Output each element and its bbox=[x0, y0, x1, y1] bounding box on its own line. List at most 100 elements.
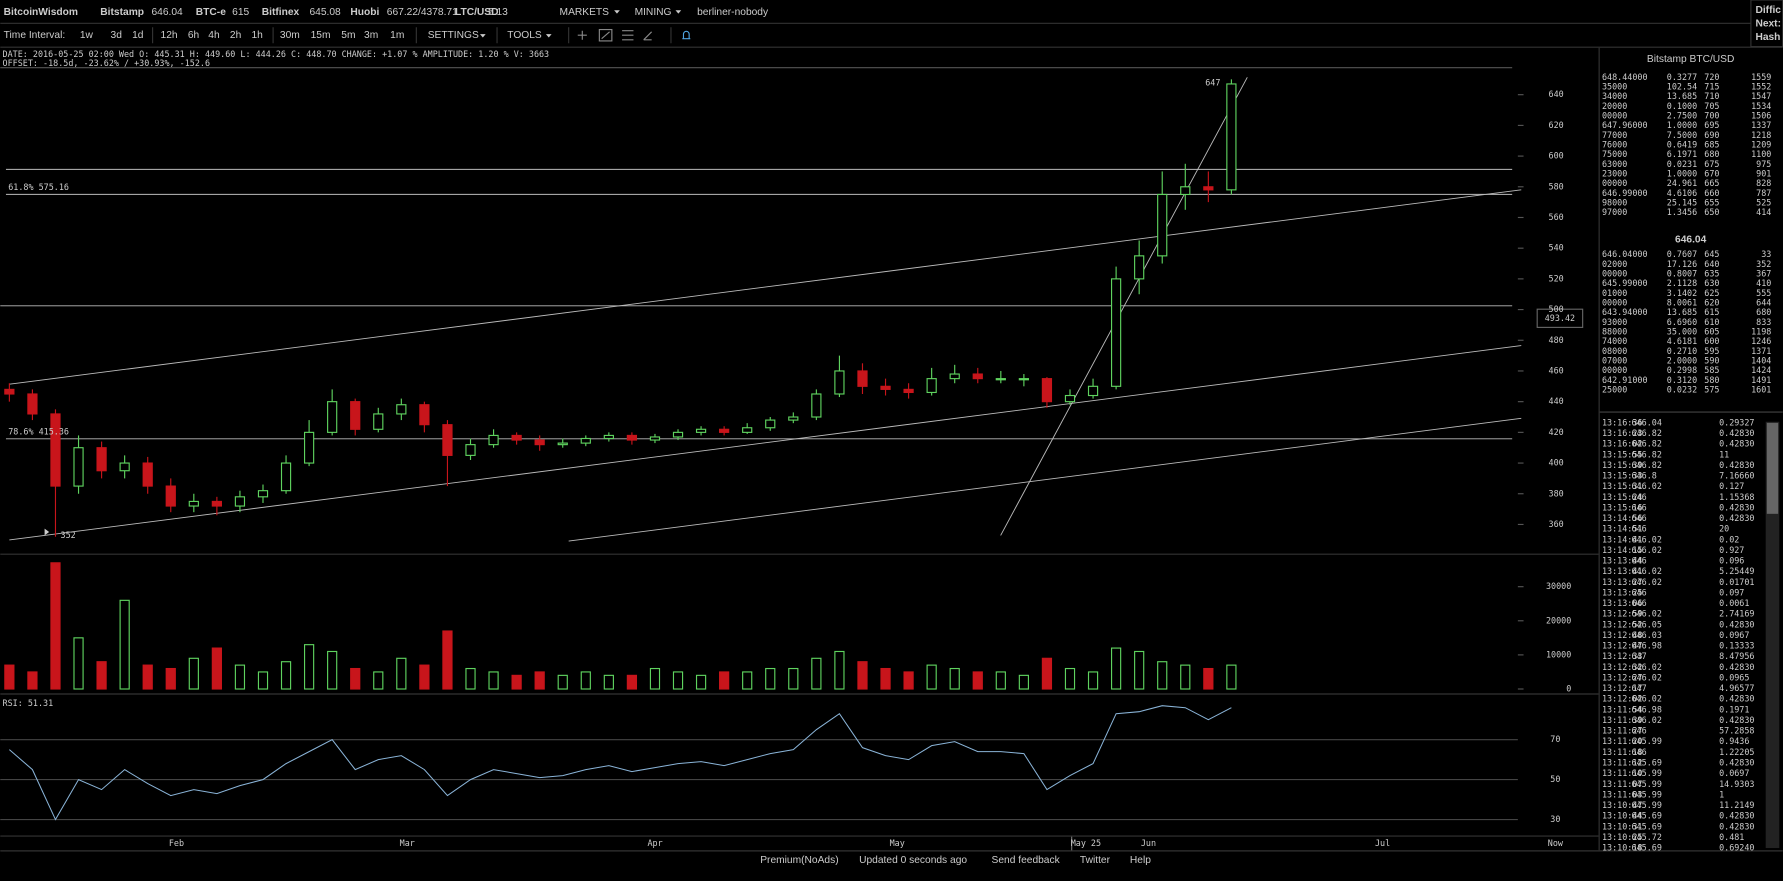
interval[interactable]: 1m bbox=[390, 30, 404, 41]
y-tick-label: 360 bbox=[1549, 519, 1564, 529]
trade-amount: 0.0965 bbox=[1719, 672, 1749, 682]
menu[interactable]: MARKETS bbox=[560, 7, 610, 18]
x-tick-label: May bbox=[890, 838, 905, 848]
y-tick-label: 620 bbox=[1549, 120, 1564, 130]
book-sum: 1506 bbox=[1751, 110, 1771, 120]
book-sum: 1246 bbox=[1751, 336, 1771, 346]
footer-item[interactable]: Send feedback bbox=[992, 855, 1061, 866]
y-tick-label: 600 bbox=[1549, 151, 1564, 161]
candle-body bbox=[327, 401, 338, 433]
book-amount: 102.54 bbox=[1667, 81, 1697, 91]
book-depth: 690 bbox=[1704, 130, 1719, 140]
fib-icon[interactable] bbox=[622, 30, 634, 41]
x-tick-label: Now bbox=[1548, 838, 1564, 848]
trade-amount: 0.13333 bbox=[1719, 641, 1754, 651]
scroll-thumb[interactable] bbox=[1766, 422, 1779, 514]
volume-bar bbox=[742, 671, 753, 690]
interval[interactable]: 1w bbox=[80, 30, 94, 41]
book-depth: 615 bbox=[1704, 307, 1719, 317]
candle-body bbox=[50, 413, 61, 487]
ticker-name[interactable]: LTC/USD bbox=[455, 7, 499, 18]
toolbar-menu[interactable]: SETTINGS bbox=[428, 30, 479, 41]
y-tick-label: 540 bbox=[1549, 243, 1564, 253]
line-icon[interactable] bbox=[598, 28, 613, 42]
interval[interactable]: 6h bbox=[188, 30, 200, 41]
trade-amount: 0.0697 bbox=[1719, 768, 1749, 778]
book-sum: 828 bbox=[1756, 178, 1771, 188]
trade-amount: 0.69240 bbox=[1719, 843, 1754, 853]
book-depth: 575 bbox=[1704, 384, 1719, 394]
trade-amount: 0.42830 bbox=[1719, 821, 1754, 831]
trade-price: 646 bbox=[1632, 502, 1647, 512]
footer-item[interactable]: Twitter bbox=[1080, 855, 1111, 866]
trade-price: 646.03 bbox=[1632, 630, 1662, 640]
trend-line bbox=[9, 345, 1522, 541]
pen-icon[interactable] bbox=[643, 31, 653, 41]
candle-body bbox=[1110, 278, 1122, 387]
bell-icon[interactable] bbox=[682, 30, 691, 40]
trade-price: 646.82 bbox=[1632, 428, 1662, 438]
toolbar-menu[interactable]: TOOLS bbox=[507, 30, 542, 41]
candle-body bbox=[1041, 378, 1053, 403]
ticker-price: 667.22/4378.71 bbox=[387, 7, 458, 18]
ticker-name[interactable]: Bitfinex bbox=[262, 7, 300, 18]
interval[interactable]: 3d bbox=[111, 30, 123, 41]
volume-bar bbox=[373, 671, 384, 690]
candle-body bbox=[73, 447, 84, 487]
logo[interactable]: BitcoinWisdom bbox=[4, 7, 78, 18]
trade-time: 13:14:51 bbox=[1602, 524, 1642, 534]
crosshair-icon[interactable] bbox=[577, 30, 587, 40]
footer-item[interactable]: Help bbox=[1130, 855, 1151, 866]
book-depth: 605 bbox=[1704, 326, 1719, 336]
y-tick-label: 380 bbox=[1549, 488, 1564, 498]
trade-time: 13:11:39 bbox=[1602, 715, 1642, 725]
interval[interactable]: 1h bbox=[251, 30, 263, 41]
volume-bar bbox=[557, 674, 568, 690]
candle-body bbox=[1064, 394, 1076, 403]
volume-bar bbox=[165, 667, 176, 690]
book-amount: 3.1402 bbox=[1667, 288, 1697, 298]
interval[interactable]: 12h bbox=[161, 30, 178, 41]
footer-item[interactable]: Premium(NoAds) bbox=[760, 855, 838, 866]
trade-price: 646.02 bbox=[1632, 534, 1662, 544]
ticker-name[interactable]: BTC-e bbox=[196, 7, 226, 18]
orderbook-title: Bitstamp BTC/USD bbox=[1647, 54, 1734, 65]
interval[interactable]: 4h bbox=[208, 30, 220, 41]
interval[interactable]: 3m bbox=[364, 30, 378, 41]
menu[interactable]: MINING bbox=[635, 7, 672, 18]
user[interactable]: berliner-nobody bbox=[697, 7, 769, 18]
price-box bbox=[1536, 308, 1584, 328]
volume-bar bbox=[603, 674, 614, 690]
interval[interactable]: 30m bbox=[280, 30, 300, 41]
trade-time: 13:15:31 bbox=[1602, 481, 1642, 491]
volume-bar bbox=[1226, 664, 1237, 690]
candle-body bbox=[903, 388, 914, 394]
trade-time: 13:14:15 bbox=[1602, 545, 1642, 555]
book-amount: 2.0000 bbox=[1667, 355, 1697, 365]
side-label: Next: bbox=[1755, 19, 1781, 30]
x-tick-label: Feb bbox=[169, 838, 184, 848]
candle-body bbox=[396, 404, 407, 415]
interval[interactable]: 5m bbox=[341, 30, 355, 41]
volume-bar bbox=[119, 599, 130, 690]
ticker-name[interactable]: Bitstamp bbox=[100, 7, 144, 18]
interval[interactable]: 1d bbox=[132, 30, 144, 41]
trade-price: 645.99 bbox=[1632, 800, 1662, 810]
candle-body bbox=[27, 393, 38, 415]
volume-bar bbox=[1157, 661, 1168, 690]
book-depth: 610 bbox=[1704, 317, 1719, 327]
book-depth: 585 bbox=[1704, 365, 1719, 375]
interval[interactable]: 2h bbox=[230, 30, 242, 41]
interval[interactable]: 15m bbox=[311, 30, 331, 41]
trade-time: 13:11:54 bbox=[1602, 704, 1642, 714]
volume-tick-label: 10000 bbox=[1546, 649, 1571, 659]
book-depth: 595 bbox=[1704, 346, 1719, 356]
ticker-name[interactable]: Huobi bbox=[350, 7, 379, 18]
book-sum: 555 bbox=[1756, 288, 1771, 298]
volume-bar bbox=[50, 562, 61, 690]
trade-amount: 0.02 bbox=[1719, 534, 1739, 544]
volume-bar bbox=[4, 664, 15, 690]
book-price: 07000 bbox=[1602, 355, 1627, 365]
book-amount: 1.0000 bbox=[1667, 168, 1697, 178]
